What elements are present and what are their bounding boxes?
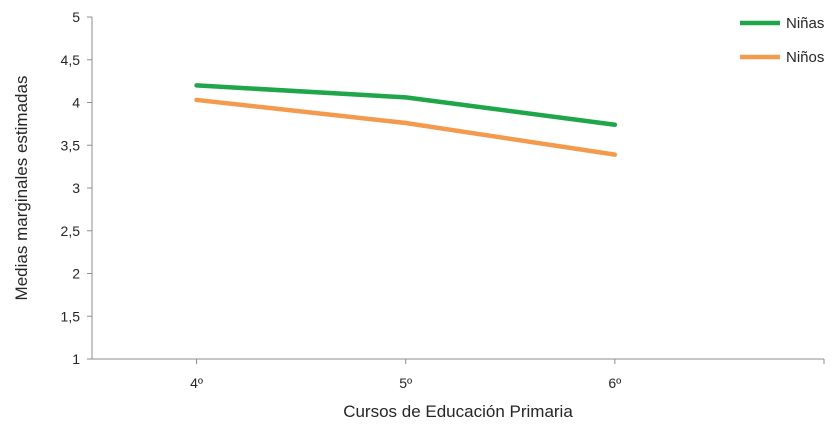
y-tick-label: 4: [72, 95, 80, 111]
x-tick-label: 4º: [190, 375, 203, 391]
y-tick-label: 1: [72, 351, 80, 367]
series-lines: [194, 83, 618, 157]
y-tick-label: 2: [72, 266, 80, 282]
x-tick-label: 5º: [399, 375, 412, 391]
y-tick-label: 5: [72, 9, 80, 25]
y-axis-title: Medias marginales estimadas: [12, 76, 31, 301]
axes: [91, 17, 824, 360]
y-tick-label: 4,5: [61, 52, 81, 68]
y-tick-label: 1,5: [61, 308, 81, 324]
y-tick-label: 2,5: [61, 223, 81, 239]
legend: Niñas Niños: [740, 15, 824, 66]
y-tick-label: 3: [72, 180, 80, 196]
series-line-niñas: [194, 83, 618, 127]
y-axis-ticks: 1 1,5 2 2,5 3 3,5 4 4,5 5: [61, 9, 92, 367]
y-tick-label: 3,5: [61, 137, 81, 153]
x-axis-title: Cursos de Educación Primaria: [343, 402, 573, 421]
legend-label: Niñas: [786, 15, 824, 32]
legend-label: Niños: [786, 49, 824, 66]
series-line-niños: [194, 97, 618, 157]
x-tick-label: 6º: [608, 375, 621, 391]
x-axis-ticks: 4º 5º 6º: [190, 359, 825, 391]
